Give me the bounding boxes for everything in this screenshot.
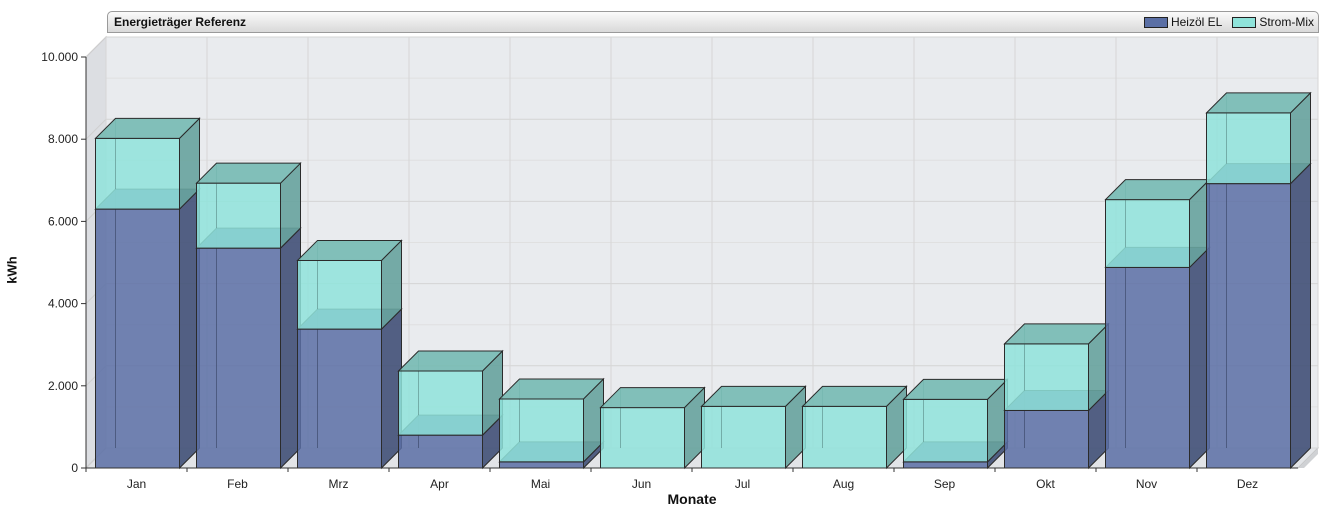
bar-front	[196, 247, 281, 469]
bar-front	[1206, 112, 1291, 185]
y-tick-label: 2.000	[48, 379, 78, 393]
y-tick-label: 4.000	[48, 297, 78, 311]
bar-front	[196, 182, 281, 249]
bar-top	[296, 239, 403, 261]
grid-line-diag	[85, 118, 107, 140]
bar-top	[498, 378, 605, 400]
bar-top	[397, 350, 504, 372]
bar-side	[1290, 162, 1311, 470]
chart-title: Energieträger Referenz	[114, 15, 247, 29]
x-tick-label: Dez	[1237, 477, 1258, 491]
bar-front	[1105, 199, 1190, 268]
bar-heizoel-dez	[1205, 162, 1312, 470]
bar-front	[297, 259, 382, 330]
x-tick-label: Sep	[934, 477, 956, 491]
y-tick-label: 8.000	[48, 132, 78, 146]
bar-top	[700, 385, 807, 407]
bar-front	[903, 461, 988, 469]
legend-label-strom: Strom-Mix	[1259, 15, 1314, 29]
legend-item-heizoel[interactable]: Heizöl EL	[1143, 15, 1223, 29]
bar-strom-aug	[801, 385, 908, 470]
chart-title-bar: Energieträger Referenz Heizöl EL Strom-M…	[107, 11, 1319, 33]
bar-heizoel-feb	[195, 226, 302, 470]
floor-edge	[1298, 448, 1318, 468]
bar-heizoel-nov	[1104, 246, 1211, 470]
bar-top	[801, 385, 908, 407]
tick-labels: 0 2.000 4.000 6.000 8.000 10.000 Jan Feb Mrz Apr M…	[41, 50, 1258, 491]
bar-top	[599, 387, 706, 409]
x-tick-label: Jan	[127, 477, 146, 491]
bar-top	[1205, 92, 1312, 114]
legend-swatch-strom	[1232, 16, 1257, 28]
x-tick-label: Aug	[833, 477, 854, 491]
x-tick-label: Jul	[735, 477, 750, 491]
axes	[85, 57, 1298, 472]
bar-front	[297, 328, 382, 469]
legend-item-strom[interactable]: Strom-Mix	[1232, 15, 1314, 29]
x-tick-label: Mrz	[329, 477, 349, 491]
bar-front	[398, 370, 483, 436]
y-tick-label: 0	[71, 461, 78, 475]
legend: Heizöl EL Strom-Mix	[1143, 15, 1314, 29]
bar-top	[94, 117, 201, 139]
y-tick-label: 10.000	[41, 50, 78, 64]
bar-strom-mrz	[296, 239, 403, 331]
bar-front	[701, 405, 786, 469]
x-tick-label: Nov	[1136, 477, 1157, 491]
grid-line-diag	[85, 36, 107, 58]
bar-strom-nov	[1104, 178, 1211, 269]
bar-strom-jun	[599, 386, 706, 470]
bar-strom-dez	[1205, 91, 1312, 185]
bar-strom-sep	[902, 378, 1009, 464]
bar-front	[95, 137, 180, 210]
bar-strom-feb	[195, 161, 302, 250]
x-tick-label: Feb	[227, 477, 248, 491]
bar-strom-okt	[1003, 322, 1110, 412]
x-tick-label: Mai	[531, 477, 550, 491]
bar-strom-jan	[94, 117, 201, 211]
bar-front	[499, 461, 584, 469]
bar-strom-jul	[700, 385, 807, 470]
x-axis-label: Monate	[667, 491, 717, 507]
bar-front	[802, 405, 887, 469]
bar-heizoel-mrz	[296, 307, 403, 470]
x-tick-label: Apr	[430, 477, 449, 491]
x-tick-label: Okt	[1036, 477, 1055, 491]
bar-front	[1004, 343, 1089, 411]
bar-strom-apr	[397, 349, 504, 437]
bar-front	[1206, 183, 1291, 469]
y-tick-label: 6.000	[48, 214, 78, 228]
bar-top	[195, 162, 302, 184]
bar-front	[1004, 409, 1089, 469]
bar-front	[903, 398, 988, 463]
legend-swatch-heizoel	[1143, 16, 1168, 28]
bar-front	[600, 407, 685, 469]
bar-heizoel-jan	[94, 187, 201, 470]
bar-strom-mai	[498, 377, 605, 464]
bars	[94, 91, 1312, 470]
x-tick-label: Jun	[632, 477, 651, 491]
bar-front	[95, 208, 180, 469]
y-axis-label: kWh	[4, 256, 20, 284]
legend-label-heizoel: Heizöl EL	[1170, 15, 1223, 29]
bar-front	[398, 434, 483, 469]
bar-front	[499, 398, 584, 463]
bar-front	[1105, 266, 1190, 469]
